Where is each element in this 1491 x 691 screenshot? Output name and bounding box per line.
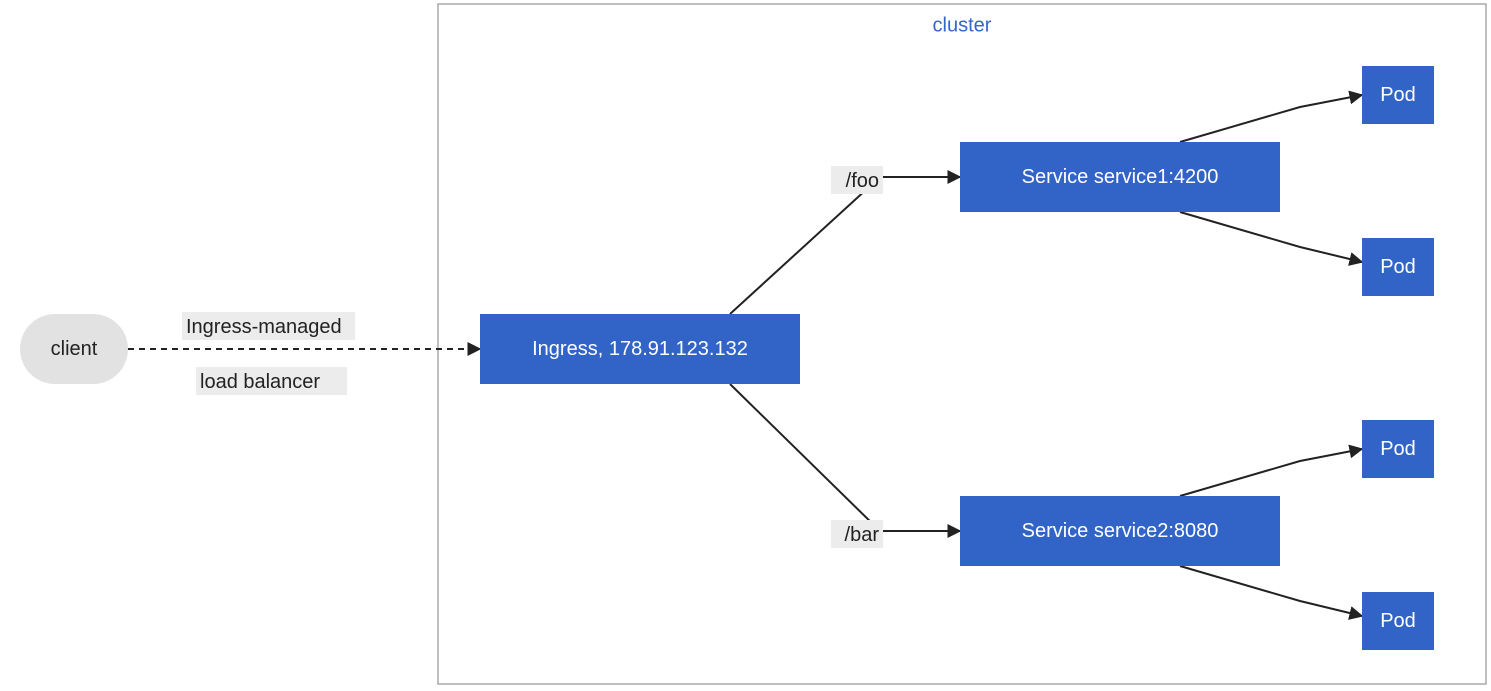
node-label-client: client <box>51 338 98 360</box>
node-label-pod1: Pod <box>1380 84 1416 106</box>
edge-label-1: /foo <box>846 170 879 192</box>
node-pod2: Pod <box>1362 238 1434 296</box>
node-pod4: Pod <box>1362 592 1434 650</box>
edge-service2-pod4 <box>1180 566 1362 616</box>
edge-label-0-bottom: load balancer <box>200 371 320 393</box>
node-ingress: Ingress, 178.91.123.132 <box>480 314 800 384</box>
edge-label-0-top: Ingress-managed <box>186 316 342 338</box>
edge-ingress-service1 <box>730 177 960 314</box>
node-label-service2: Service service2:8080 <box>1022 520 1219 542</box>
node-label-ingress: Ingress, 178.91.123.132 <box>532 338 748 360</box>
ingress-diagram: cluster client Ingress, 178.91.123.132 Ser… <box>0 0 1491 691</box>
node-client: client <box>20 314 128 384</box>
node-service1: Service service1:4200 <box>960 142 1280 212</box>
node-label-service1: Service service1:4200 <box>1022 166 1219 188</box>
nodes-layer: client Ingress, 178.91.123.132 Service ser… <box>20 66 1434 650</box>
node-label-pod2: Pod <box>1380 256 1416 278</box>
node-pod3: Pod <box>1362 420 1434 478</box>
cluster-label: cluster <box>933 15 992 37</box>
edge-service1-pod2 <box>1180 212 1362 262</box>
edge-service1-pod1 <box>1180 95 1362 142</box>
node-label-pod3: Pod <box>1380 438 1416 460</box>
edge-label-2: /bar <box>845 524 880 546</box>
edge-service2-pod3 <box>1180 449 1362 496</box>
node-service2: Service service2:8080 <box>960 496 1280 566</box>
node-pod1: Pod <box>1362 66 1434 124</box>
edge-ingress-service2 <box>730 384 960 531</box>
node-label-pod4: Pod <box>1380 610 1416 632</box>
